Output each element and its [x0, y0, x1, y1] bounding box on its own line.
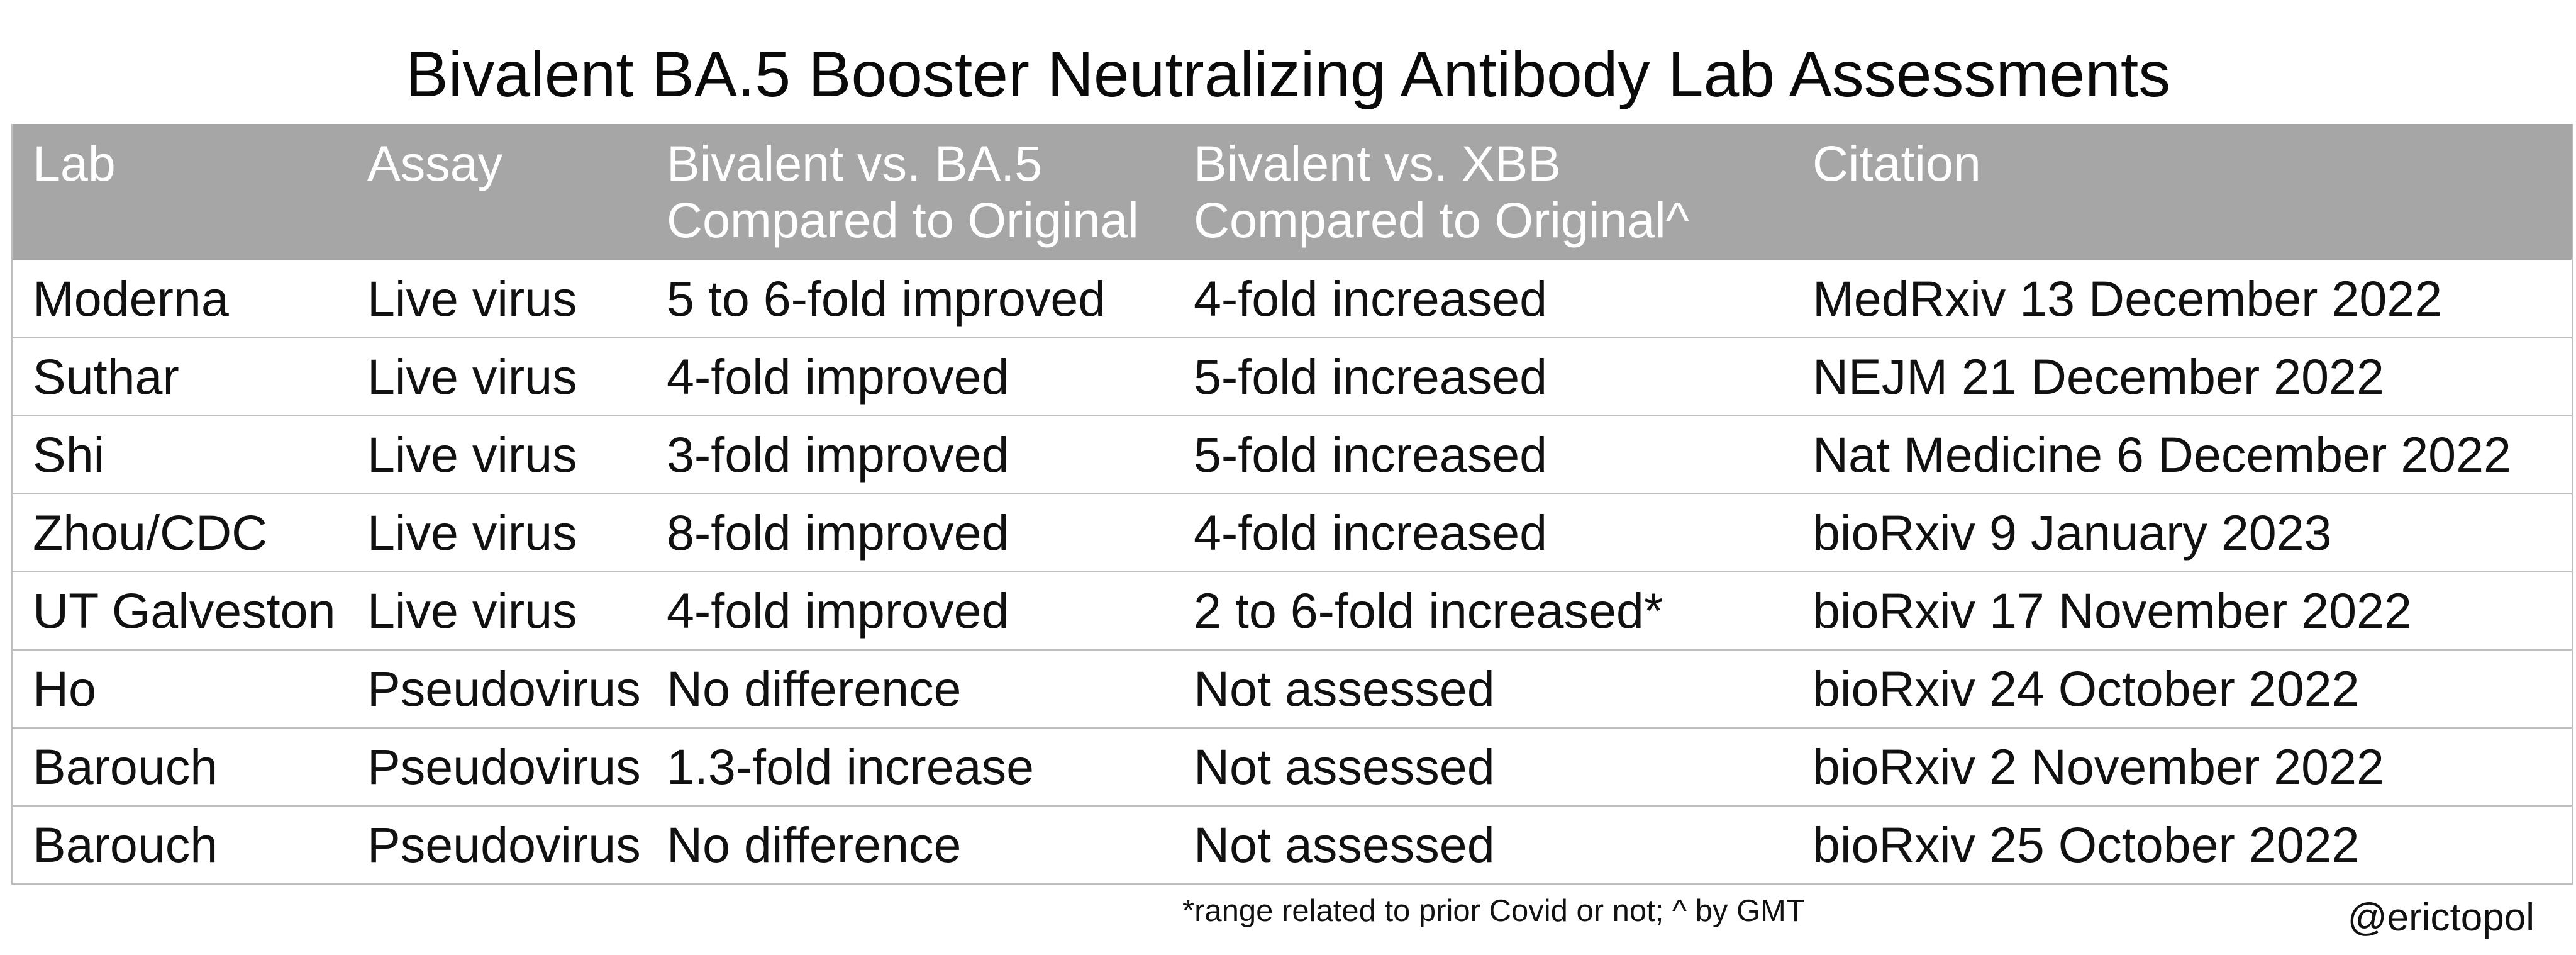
- cell-citation: bioRxiv 24 October 2022: [1792, 650, 2572, 729]
- cell-xbb: 2 to 6-fold increased*: [1174, 572, 1792, 651]
- cell-ba5: 5 to 6-fold improved: [647, 260, 1174, 338]
- header-label-line2: Compared to Original^: [1194, 192, 1689, 248]
- cell-ba5: No difference: [647, 650, 1174, 729]
- header-bivalent-vs-ba5: Bivalent vs. BA.5 Compared to Original: [647, 124, 1174, 260]
- cell-ba5: 3-fold improved: [647, 416, 1174, 494]
- author-credit: @erictopol: [2347, 896, 2534, 939]
- cell-assay: Live virus: [347, 260, 647, 338]
- cell-assay: Pseudovirus: [347, 728, 647, 807]
- table-row: Moderna Live virus 5 to 6-fold improved …: [12, 260, 2572, 338]
- table-row: Barouch Pseudovirus No difference Not as…: [12, 806, 2572, 885]
- cell-xbb: Not assessed: [1174, 806, 1792, 885]
- table-row: Zhou/CDC Live virus 8-fold improved 4-fo…: [12, 494, 2572, 572]
- cell-citation: NEJM 21 December 2022: [1792, 338, 2572, 416]
- table-row: Barouch Pseudovirus 1.3-fold increase No…: [12, 728, 2572, 807]
- cell-lab: UT Galveston: [12, 572, 347, 651]
- table-header-row: Lab Assay Bivalent vs. BA.5 Compared to …: [12, 124, 2572, 260]
- cell-lab: Suthar: [12, 338, 347, 416]
- header-label: Bivalent vs. BA.5: [667, 135, 1043, 191]
- header-label: Lab: [33, 135, 116, 191]
- header-label: Bivalent vs. XBB: [1194, 135, 1561, 191]
- cell-assay: Live virus: [347, 416, 647, 494]
- page-title: Bivalent BA.5 Booster Neutralizing Antib…: [405, 38, 2171, 110]
- cell-citation: bioRxiv 17 November 2022: [1792, 572, 2572, 651]
- footnote: *range related to prior Covid or not; ^ …: [1182, 894, 1805, 928]
- table-row: Suthar Live virus 4-fold improved 5-fold…: [12, 338, 2572, 416]
- cell-citation: bioRxiv 9 January 2023: [1792, 494, 2572, 572]
- cell-assay: Live virus: [347, 572, 647, 651]
- cell-xbb: 5-fold increased: [1174, 416, 1792, 494]
- cell-assay: Live virus: [347, 494, 647, 572]
- cell-citation: MedRxiv 13 December 2022: [1792, 260, 2572, 338]
- header-lab: Lab: [12, 124, 347, 260]
- header-citation: Citation: [1792, 124, 2572, 260]
- table-row: UT Galveston Live virus 4-fold improved …: [12, 572, 2572, 651]
- cell-xbb: 4-fold increased: [1174, 260, 1792, 338]
- cell-lab: Barouch: [12, 728, 347, 807]
- cell-citation: bioRxiv 25 October 2022: [1792, 806, 2572, 885]
- cell-xbb: Not assessed: [1174, 650, 1792, 729]
- cell-ba5: 1.3-fold increase: [647, 728, 1174, 807]
- cell-assay: Pseudovirus: [347, 806, 647, 885]
- cell-assay: Live virus: [347, 338, 647, 416]
- header-label-line2: Compared to Original: [667, 192, 1139, 248]
- cell-lab: Ho: [12, 650, 347, 729]
- cell-lab: Barouch: [12, 806, 347, 885]
- table-row: Ho Pseudovirus No difference Not assesse…: [12, 650, 2572, 729]
- cell-assay: Pseudovirus: [347, 650, 647, 729]
- cell-lab: Shi: [12, 416, 347, 494]
- cell-ba5: 4-fold improved: [647, 338, 1174, 416]
- header-assay: Assay: [347, 124, 647, 260]
- header-label: Assay: [367, 135, 503, 191]
- header-label: Citation: [1813, 135, 1981, 191]
- cell-ba5: 4-fold improved: [647, 572, 1174, 651]
- cell-citation: Nat Medicine 6 December 2022: [1792, 416, 2572, 494]
- cell-citation: bioRxiv 2 November 2022: [1792, 728, 2572, 807]
- cell-xbb: 4-fold increased: [1174, 494, 1792, 572]
- cell-lab: Moderna: [12, 260, 347, 338]
- assessment-table: Lab Assay Bivalent vs. BA.5 Compared to …: [11, 124, 2573, 885]
- cell-xbb: Not assessed: [1174, 728, 1792, 807]
- cell-lab: Zhou/CDC: [12, 494, 347, 572]
- cell-xbb: 5-fold increased: [1174, 338, 1792, 416]
- table-row: Shi Live virus 3-fold improved 5-fold in…: [12, 416, 2572, 494]
- cell-ba5: 8-fold improved: [647, 494, 1174, 572]
- cell-ba5: No difference: [647, 806, 1174, 885]
- header-bivalent-vs-xbb: Bivalent vs. XBB Compared to Original^: [1174, 124, 1792, 260]
